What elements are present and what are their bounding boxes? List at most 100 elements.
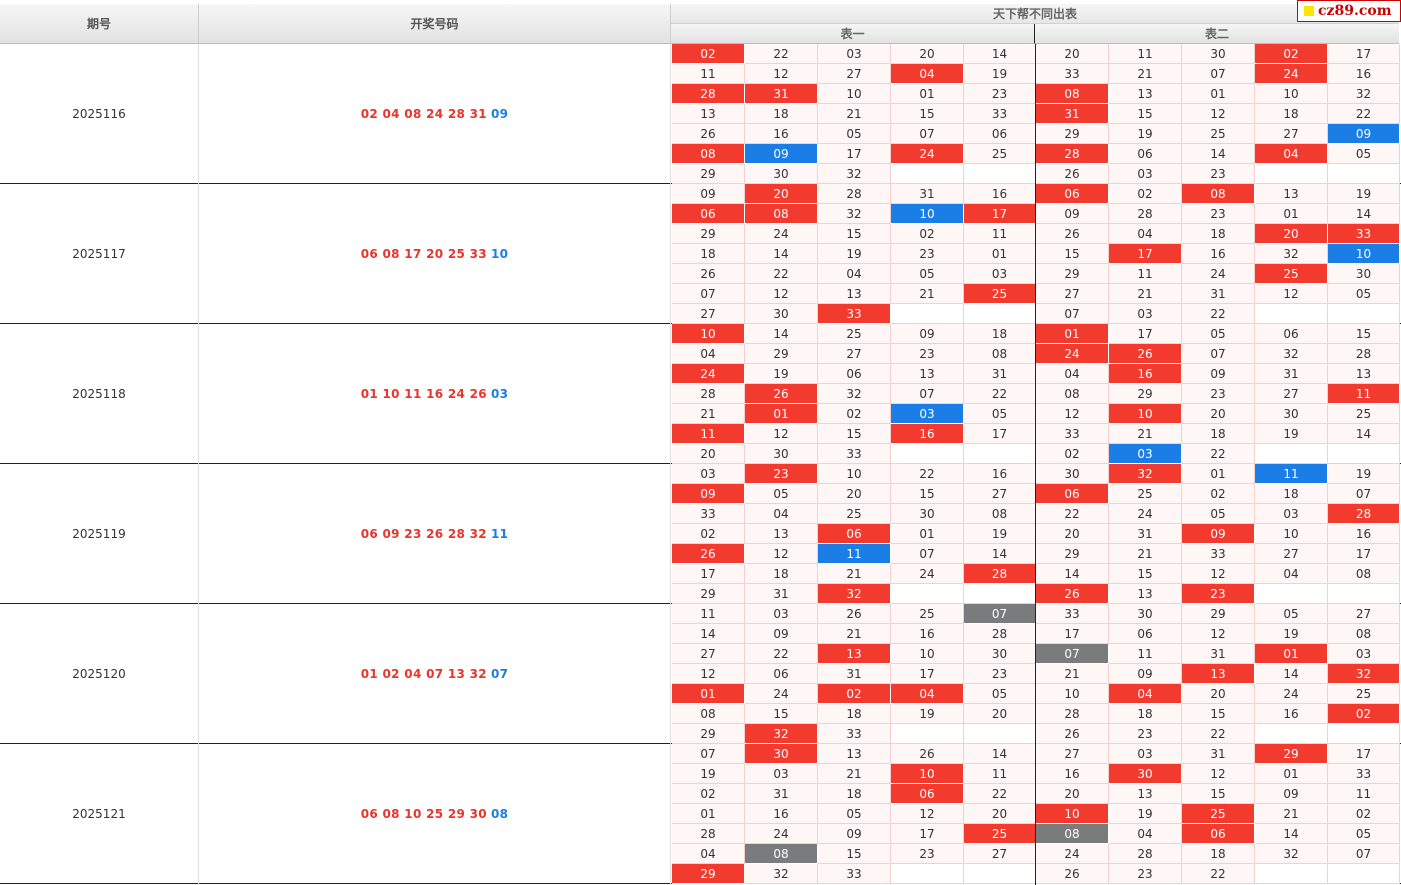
number-cell: 31 bbox=[1109, 524, 1182, 544]
number-cell: 28 bbox=[1036, 704, 1109, 724]
number-cell: 14 bbox=[1255, 824, 1328, 844]
number-cell: 01 bbox=[891, 524, 964, 544]
number-cell: 09 bbox=[818, 824, 891, 844]
number-cell: 16 bbox=[964, 184, 1036, 204]
period-row: 2025117 06 08 17 20 25 33 10 09 20 28 31 16 06 08… bbox=[0, 184, 1401, 324]
number-cell: 15 bbox=[818, 844, 891, 864]
number-cell: 04 bbox=[1255, 564, 1328, 584]
number-cell: 30 bbox=[1036, 464, 1109, 484]
number-cell: 29 bbox=[1182, 604, 1255, 624]
number-cell: 04 bbox=[818, 264, 891, 284]
number-cell: 18 bbox=[745, 104, 818, 124]
number-cell: 33 bbox=[818, 724, 891, 744]
number-cell: 01 bbox=[672, 804, 745, 824]
number-cell: 22 bbox=[1036, 504, 1109, 524]
hit-cell: 06 bbox=[891, 784, 964, 804]
blue-hit-cell: 09 bbox=[1328, 124, 1400, 144]
number-cell: 23 bbox=[1109, 724, 1182, 744]
table2-header: 表二 bbox=[1035, 24, 1399, 44]
blue-ball: 08 bbox=[490, 807, 509, 821]
number-cell: 15 bbox=[1109, 564, 1182, 584]
number-cell: 25 bbox=[1109, 484, 1182, 504]
number-cell: 23 bbox=[1109, 864, 1182, 884]
number-cell: 27 bbox=[672, 644, 745, 664]
number-cell: 32 bbox=[1255, 344, 1328, 364]
number-cell: 14 bbox=[964, 744, 1036, 764]
number-cell: 11 bbox=[672, 64, 745, 84]
number-cell: 29 bbox=[1036, 544, 1109, 564]
logo-square-icon bbox=[1304, 6, 1314, 16]
number-cell: 14 bbox=[672, 624, 745, 644]
number-cell: 10 bbox=[1036, 684, 1109, 704]
number-cell: 02 bbox=[1109, 184, 1182, 204]
number-cell: 23 bbox=[891, 344, 964, 364]
blue-ball: 09 bbox=[490, 107, 509, 121]
number-cell bbox=[891, 164, 964, 184]
number-cell: 13 bbox=[1255, 184, 1328, 204]
number-cell: 22 bbox=[964, 384, 1036, 404]
number-cell: 13 bbox=[891, 364, 964, 384]
number-cell: 14 bbox=[745, 244, 818, 264]
hit-cell: 25 bbox=[964, 824, 1036, 844]
number-cell bbox=[891, 864, 964, 884]
number-cell: 12 bbox=[745, 544, 818, 564]
number-cell: 21 bbox=[818, 104, 891, 124]
number-cell: 14 bbox=[1182, 144, 1255, 164]
number-cell: 14 bbox=[745, 324, 818, 344]
number-cell: 22 bbox=[1328, 104, 1400, 124]
number-cell: 31 bbox=[964, 364, 1036, 384]
number-cell: 31 bbox=[1182, 284, 1255, 304]
number-cell: 33 bbox=[818, 444, 891, 464]
hit-cell: 25 bbox=[964, 284, 1036, 304]
site-logo[interactable]: cz89.com bbox=[1297, 0, 1401, 22]
number-cell: 14 bbox=[964, 44, 1036, 64]
number-cell: 04 bbox=[745, 504, 818, 524]
number-cell: 07 bbox=[1182, 344, 1255, 364]
blue-hit-cell: 10 bbox=[1328, 244, 1400, 264]
number-cell: 29 bbox=[745, 344, 818, 364]
issue-number: 2025117 bbox=[0, 184, 199, 324]
number-cell: 25 bbox=[818, 324, 891, 344]
number-cell: 01 bbox=[1255, 764, 1328, 784]
hit-cell: 10 bbox=[672, 324, 745, 344]
number-cell: 15 bbox=[818, 424, 891, 444]
number-cell: 18 bbox=[818, 784, 891, 804]
number-cell: 20 bbox=[964, 804, 1036, 824]
number-cell: 25 bbox=[818, 504, 891, 524]
blue-hit-cell: 11 bbox=[1255, 464, 1328, 484]
number-cell: 02 bbox=[818, 404, 891, 424]
hit-cell: 04 bbox=[1109, 684, 1182, 704]
number-cell: 04 bbox=[1036, 364, 1109, 384]
number-cell: 23 bbox=[964, 84, 1036, 104]
number-cell: 03 bbox=[672, 464, 745, 484]
hit-cell: 13 bbox=[1182, 664, 1255, 684]
table1-grid: 03 23 10 22 16 09 05 20 15 27 33 04 25 30 08 02 13 06 01 19… bbox=[672, 464, 1036, 604]
number-cell: 19 bbox=[891, 704, 964, 724]
number-cell: 02 bbox=[1328, 804, 1400, 824]
number-cell: 03 bbox=[1328, 644, 1400, 664]
table1-grid: 11 03 26 25 07 14 09 21 16 28 27 22 13 10 30 12 06 31 17 23… bbox=[672, 604, 1036, 744]
number-cell: 18 bbox=[1109, 704, 1182, 724]
hit-cell: 01 bbox=[1036, 324, 1109, 344]
number-cell: 21 bbox=[1109, 64, 1182, 84]
number-cell: 17 bbox=[818, 144, 891, 164]
number-cell: 19 bbox=[964, 524, 1036, 544]
hit-cell: 32 bbox=[818, 584, 891, 604]
number-cell: 13 bbox=[672, 104, 745, 124]
issue-number: 2025120 bbox=[0, 604, 199, 744]
number-cell: 20 bbox=[964, 704, 1036, 724]
draw-numbers: 01 10 11 16 24 26 03 bbox=[199, 324, 671, 464]
table2-grid: 30 32 01 11 19 06 25 02 18 07 22 24 05 03 28 20 31 09 10 16… bbox=[1036, 464, 1400, 604]
number-cell: 14 bbox=[1328, 204, 1400, 224]
number-cell: 28 bbox=[818, 184, 891, 204]
number-cell: 09 bbox=[745, 624, 818, 644]
hit-cell: 02 bbox=[1255, 44, 1328, 64]
number-cell: 28 bbox=[1109, 204, 1182, 224]
number-cell: 33 bbox=[1328, 764, 1400, 784]
number-cell: 09 bbox=[1036, 204, 1109, 224]
number-cell: 17 bbox=[891, 824, 964, 844]
draw-numbers: 06 08 17 20 25 33 10 bbox=[199, 184, 671, 324]
number-cell bbox=[964, 864, 1036, 884]
repeat-cell: 07 bbox=[964, 604, 1036, 624]
number-cell: 27 bbox=[1255, 544, 1328, 564]
